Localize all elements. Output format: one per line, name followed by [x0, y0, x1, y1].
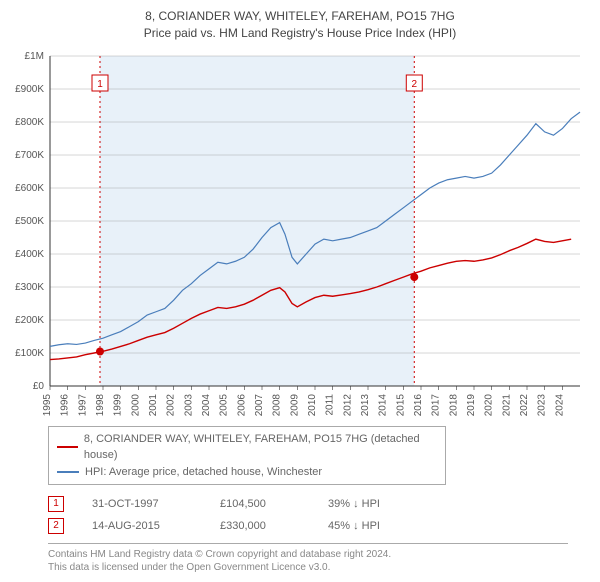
marker-price: £104,500 — [220, 493, 300, 515]
svg-text:1997: 1997 — [77, 393, 88, 416]
svg-text:£900K: £900K — [15, 84, 44, 95]
marker-badge: 1 — [48, 496, 64, 512]
svg-text:2020: 2020 — [484, 393, 495, 416]
footer-line-1: Contains HM Land Registry data © Crown c… — [48, 548, 568, 561]
svg-text:2018: 2018 — [448, 393, 459, 416]
svg-text:2000: 2000 — [130, 393, 141, 416]
svg-text:2: 2 — [412, 79, 418, 90]
svg-text:£200K: £200K — [15, 315, 44, 326]
svg-text:2001: 2001 — [148, 393, 159, 416]
line-chart-svg: £0 £100K £200K £300K £400K £500K £600K £700K £80… — [8, 48, 592, 418]
svg-text:£500K: £500K — [15, 216, 44, 227]
svg-text:£100K: £100K — [15, 348, 44, 359]
chart-area: £0 £100K £200K £300K £400K £500K £600K £700K £80… — [8, 48, 592, 418]
svg-text:2004: 2004 — [201, 393, 212, 416]
svg-text:1: 1 — [97, 79, 103, 90]
svg-text:2008: 2008 — [272, 393, 283, 416]
svg-text:£0: £0 — [33, 381, 45, 392]
legend-row-1: 8, CORIANDER WAY, WHITELEY, FAREHAM, PO1… — [57, 431, 437, 464]
svg-text:1999: 1999 — [113, 393, 124, 416]
svg-text:£600K: £600K — [15, 183, 44, 194]
svg-text:2009: 2009 — [289, 393, 300, 416]
marker-badge: 2 — [48, 518, 64, 534]
svg-text:1996: 1996 — [60, 393, 71, 416]
svg-text:1995: 1995 — [42, 393, 53, 416]
svg-text:2023: 2023 — [537, 393, 548, 416]
svg-text:2006: 2006 — [236, 393, 247, 416]
svg-text:£800K: £800K — [15, 117, 44, 128]
svg-text:£700K: £700K — [15, 150, 44, 161]
svg-text:£1M: £1M — [25, 51, 44, 62]
legend-row-2: HPI: Average price, detached house, Winc… — [57, 464, 437, 481]
svg-text:2012: 2012 — [342, 393, 353, 416]
svg-text:2014: 2014 — [378, 393, 389, 416]
marker-row: 2 14-AUG-2015 £330,000 45% ↓ HPI — [48, 515, 592, 537]
footer-line-2: This data is licensed under the Open Gov… — [48, 561, 568, 574]
svg-text:2024: 2024 — [554, 393, 565, 416]
svg-text:2002: 2002 — [166, 393, 177, 416]
svg-text:2010: 2010 — [307, 393, 318, 416]
marker-pct: 39% ↓ HPI — [328, 493, 380, 515]
legend-swatch-1 — [57, 446, 78, 448]
svg-text:2011: 2011 — [325, 393, 336, 415]
svg-text:2019: 2019 — [466, 393, 477, 416]
footer-attribution: Contains HM Land Registry data © Crown c… — [48, 543, 568, 574]
title-line-2: Price paid vs. HM Land Registry's House … — [8, 25, 592, 42]
svg-text:£300K: £300K — [15, 282, 44, 293]
marker-table: 1 31-OCT-1997 £104,500 39% ↓ HPI 2 14-AUG-201… — [48, 493, 592, 537]
marker-date: 14-AUG-2015 — [92, 515, 192, 537]
svg-text:2007: 2007 — [254, 393, 265, 416]
marker-pct: 45% ↓ HPI — [328, 515, 380, 537]
legend: 8, CORIANDER WAY, WHITELEY, FAREHAM, PO1… — [48, 426, 446, 486]
legend-swatch-2 — [57, 471, 79, 473]
svg-text:2015: 2015 — [395, 393, 406, 416]
marker-date: 31-OCT-1997 — [92, 493, 192, 515]
svg-text:1998: 1998 — [95, 393, 106, 416]
title-line-1: 8, CORIANDER WAY, WHITELEY, FAREHAM, PO1… — [8, 8, 592, 25]
chart-titles: 8, CORIANDER WAY, WHITELEY, FAREHAM, PO1… — [8, 8, 592, 42]
legend-label-1: 8, CORIANDER WAY, WHITELEY, FAREHAM, PO1… — [84, 431, 437, 464]
svg-text:2013: 2013 — [360, 393, 371, 416]
legend-label-2: HPI: Average price, detached house, Winc… — [85, 464, 322, 481]
marker-price: £330,000 — [220, 515, 300, 537]
svg-text:£400K: £400K — [15, 249, 44, 260]
marker-row: 1 31-OCT-1997 £104,500 39% ↓ HPI — [48, 493, 592, 515]
svg-text:2021: 2021 — [501, 393, 512, 416]
svg-text:2017: 2017 — [431, 393, 442, 416]
svg-text:2016: 2016 — [413, 393, 424, 416]
svg-text:2005: 2005 — [219, 393, 230, 416]
svg-text:2022: 2022 — [519, 393, 530, 416]
svg-text:2003: 2003 — [183, 393, 194, 416]
